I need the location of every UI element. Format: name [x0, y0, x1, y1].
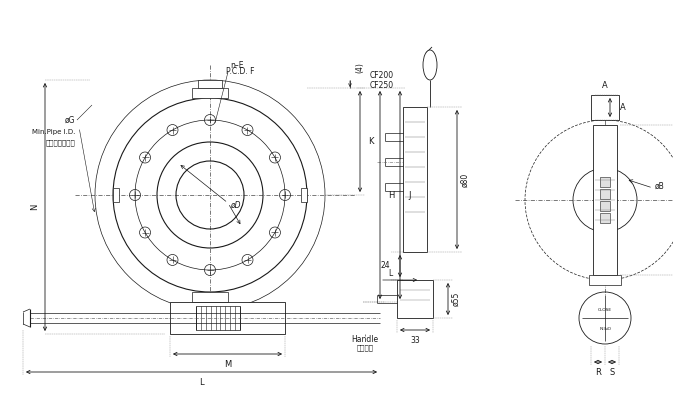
- Text: J: J: [408, 190, 411, 200]
- Text: (4): (4): [355, 63, 364, 73]
- Text: K: K: [368, 137, 374, 146]
- Bar: [192, 292, 228, 302]
- Text: N: N: [30, 204, 40, 210]
- Bar: [301, 188, 307, 202]
- Bar: [113, 188, 119, 202]
- Text: L: L: [388, 269, 392, 278]
- Bar: [403, 107, 427, 252]
- Bar: [192, 88, 228, 98]
- Text: M: M: [224, 359, 231, 369]
- Text: CF200: CF200: [370, 71, 394, 80]
- Text: øG: øG: [65, 115, 75, 124]
- Text: A: A: [620, 103, 626, 112]
- Text: Min.Pipe I.D.: Min.Pipe I.D.: [32, 129, 75, 135]
- Text: Handle: Handle: [351, 334, 378, 344]
- Text: 接続管最小内径: 接続管最小内径: [45, 140, 75, 146]
- Ellipse shape: [423, 50, 437, 80]
- Text: ø55: ø55: [452, 292, 460, 306]
- Bar: [589, 275, 621, 285]
- Text: n–E: n–E: [230, 61, 244, 69]
- Text: CLOSE: CLOSE: [598, 308, 612, 312]
- Text: A: A: [602, 81, 608, 90]
- Text: P.C.D. F: P.C.D. F: [226, 68, 254, 76]
- Bar: [593, 125, 617, 275]
- Bar: [600, 177, 610, 187]
- Bar: [600, 213, 610, 223]
- Text: CF250: CF250: [370, 81, 394, 90]
- Text: S: S: [609, 368, 614, 376]
- Bar: [198, 80, 222, 88]
- Text: L: L: [199, 378, 204, 386]
- Bar: [397, 280, 433, 318]
- Bar: [591, 95, 619, 120]
- Text: OPEN: OPEN: [599, 324, 611, 328]
- Text: H: H: [388, 190, 394, 200]
- Text: 33: 33: [410, 335, 420, 344]
- Bar: [600, 201, 610, 211]
- Text: ø80: ø80: [460, 172, 470, 187]
- Bar: [170, 302, 285, 334]
- Text: 24: 24: [380, 261, 390, 271]
- Text: øD: øD: [230, 200, 240, 210]
- Bar: [600, 189, 610, 199]
- Text: ハンドル: ハンドル: [357, 345, 374, 352]
- Text: øB: øB: [655, 181, 665, 190]
- Text: R: R: [595, 368, 601, 376]
